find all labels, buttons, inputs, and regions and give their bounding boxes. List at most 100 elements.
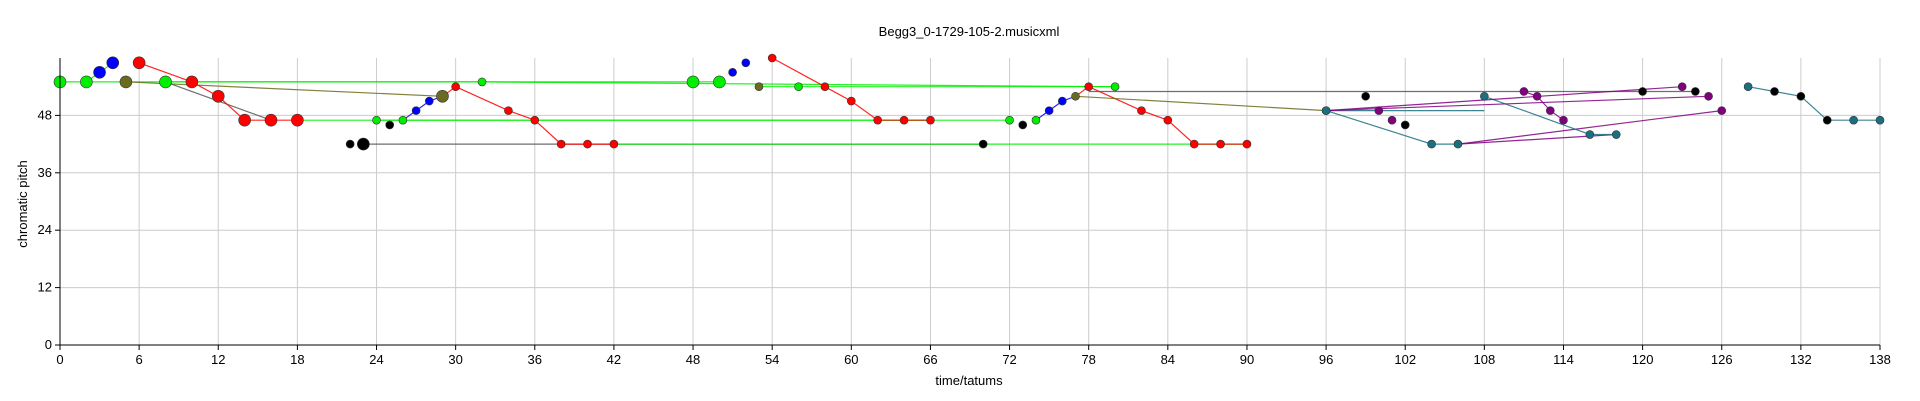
connection-line [1035,95,1076,121]
data-point [1611,130,1621,139]
y-tick-label: 24 [38,222,52,237]
data-point [820,82,830,91]
data-point [1400,120,1410,130]
x-tick-label: 114 [1553,352,1574,367]
data-point [211,89,225,103]
data-point [1005,115,1014,125]
data-point [1084,82,1093,91]
x-tick-label: 66 [923,352,937,367]
data-point [728,68,737,77]
data-point [1796,91,1806,101]
data-point [1031,115,1041,125]
data-point [899,115,909,125]
data-point [106,56,120,70]
data-point [1058,96,1067,106]
data-point [424,96,434,106]
data-point [1532,91,1542,101]
data-point [1044,106,1054,115]
connection-line [1326,95,1709,112]
data-point [847,96,856,106]
data-point [1875,115,1885,125]
x-tick-label: 84 [1161,352,1175,367]
x-tick-label: 102 [1394,352,1416,367]
data-point [1242,139,1252,149]
data-point [1545,106,1555,115]
connection-line [771,57,931,121]
data-point [556,139,566,149]
x-tick-label: 138 [1869,352,1891,367]
data-point [411,106,421,115]
data-point [1361,91,1370,101]
x-tick-label: 0 [56,352,63,367]
data-point [119,75,133,89]
grid-lines [59,58,1881,346]
data-point [1163,115,1173,125]
y-tick-label: 48 [38,107,52,122]
x-tick-label: 120 [1632,352,1654,367]
data-point [1374,106,1384,115]
data-point [1519,87,1529,96]
data-point [504,106,513,115]
data-point [1585,130,1595,139]
x-tick-label: 108 [1473,352,1495,367]
x-tick-label: 90 [1240,352,1254,367]
x-tick-label: 42 [607,352,621,367]
x-tick-label: 48 [686,352,700,367]
x-tick-label: 18 [290,352,304,367]
x-tick-label: 12 [211,352,225,367]
x-tick-label: 36 [528,352,542,367]
connection-line [1523,90,1564,121]
data-point [398,115,408,125]
data-point [583,139,592,149]
data-point [1743,82,1753,91]
connection-line [1075,95,1327,112]
x-tick-label: 24 [369,352,383,367]
data-point [978,139,988,149]
x-tick-label: 78 [1081,352,1095,367]
y-tick-label: 36 [38,165,52,180]
axes: 0 6 12 18 24 30 36 42 48 54 60 66 72 78 84 90 96 102 108 11… [38,58,1891,367]
x-tick-label: 60 [844,352,858,367]
data-point [185,75,199,89]
data-point [1822,115,1832,125]
data-point [1480,91,1489,101]
data-point [609,139,619,149]
data-point [1638,87,1647,96]
connection-lines [60,57,1880,145]
data-point [291,113,304,127]
connection-line [1326,86,1683,112]
connection-line [455,86,614,145]
y-axis-label: chromatic pitch [15,160,30,247]
connection-line [1457,110,1722,145]
data-point [1559,115,1568,125]
data-point [1849,115,1858,125]
data-point [1321,106,1331,115]
data-point [436,89,449,103]
data-point [345,139,355,149]
x-tick-label: 132 [1790,352,1812,367]
data-point [80,75,93,89]
chart-title: Begg3_0-1729-105-2.musicxml [879,24,1060,39]
data-points [53,53,1885,151]
x-axis-label: time/tatums [935,373,1003,388]
data-point [159,75,172,89]
data-point [238,113,251,127]
data-point [767,53,777,63]
connection-line [125,81,443,97]
data-point [1189,139,1199,149]
x-tick-label: 72 [1002,352,1016,367]
data-point [132,56,146,70]
data-point [372,115,381,125]
data-point [1071,91,1080,101]
data-point [1137,106,1146,115]
data-point [357,137,370,151]
data-point [741,58,751,68]
data-point [1770,87,1779,96]
x-tick-label: 126 [1711,352,1733,367]
data-point [1453,139,1463,149]
data-point [1387,115,1397,125]
data-point [1110,82,1120,91]
data-point [1427,139,1436,149]
data-point [1677,82,1687,91]
